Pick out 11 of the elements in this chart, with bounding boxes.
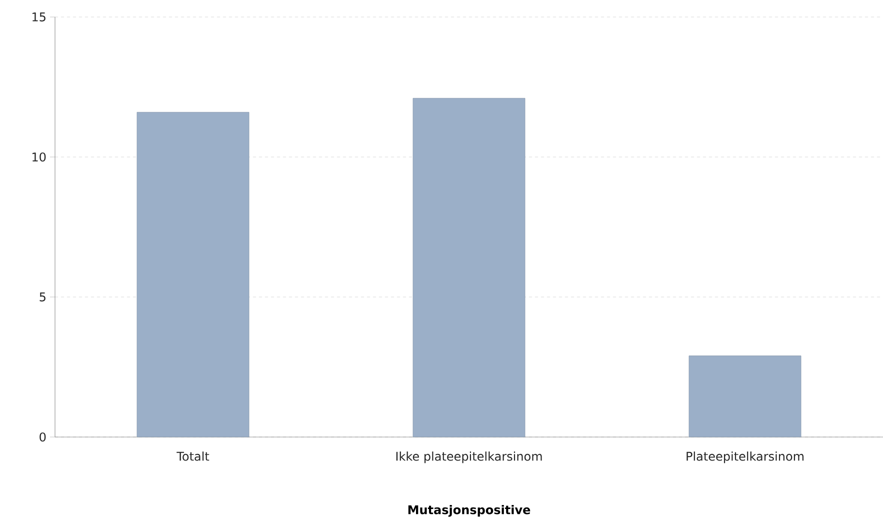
bar (136, 112, 250, 438)
y-tick-label: 0 (40, 432, 46, 442)
x-axis-title: Mutasjonspositive (408, 505, 530, 517)
bar (412, 98, 526, 438)
y-tick-label: 5 (40, 292, 46, 302)
y-tick-label: 10 (32, 152, 46, 162)
x-tick-label: Plateepitelkarsinom (686, 452, 804, 464)
y-tick-label: 15 (32, 12, 46, 22)
x-tick-label: Totalt (176, 452, 210, 461)
x-tick-label: Ikke plateepitelkarsinom (396, 452, 542, 464)
bar (688, 356, 802, 438)
